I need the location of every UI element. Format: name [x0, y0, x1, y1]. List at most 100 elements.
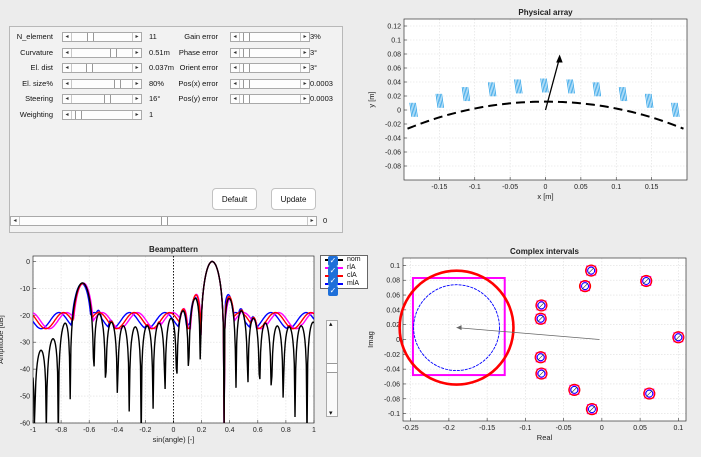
checkbox-rla[interactable]: ✓: [328, 266, 338, 276]
x-tick-label: -0.25: [403, 425, 419, 432]
control-label: Weighting: [19, 109, 53, 119]
slider-thumb[interactable]: [242, 64, 250, 72]
point-circle: [672, 331, 685, 344]
point-inner: [581, 282, 590, 291]
control-slider[interactable]: ◂ ▸: [62, 47, 142, 58]
slider-thumb[interactable]: [87, 33, 95, 41]
slider-left-arrow[interactable]: ◂: [231, 79, 240, 88]
slider-left-arrow[interactable]: ◂: [63, 33, 72, 41]
point-box: [535, 313, 546, 324]
slider-thumb[interactable]: [242, 33, 250, 41]
slider-left-arrow[interactable]: ◂: [63, 79, 72, 88]
control-slider[interactable]: ◂ ▸: [62, 78, 142, 89]
slider-thumb[interactable]: [242, 79, 250, 88]
slider-thumb[interactable]: [104, 95, 112, 103]
x-tick-label: -0.8: [55, 427, 67, 434]
slider-thumb[interactable]: [242, 95, 250, 103]
slider-right-arrow[interactable]: ▸: [300, 48, 309, 57]
point-circle: [578, 280, 592, 293]
legend-label: rlA: [347, 264, 356, 271]
scroll-up-arrow[interactable]: ▴: [329, 321, 333, 328]
element-beam: [567, 79, 571, 94]
slider-right-arrow[interactable]: ▸: [132, 79, 141, 88]
control-label: Orient error: [179, 63, 218, 72]
left-row: Steering ◂ ▸ 16°: [10, 93, 344, 105]
slider-left-arrow[interactable]: ◂: [63, 64, 72, 72]
element-beam: [490, 82, 494, 97]
control-label: Pos(x) error: [178, 78, 218, 88]
slider-thumb[interactable]: [242, 48, 250, 57]
point-inner: [537, 369, 546, 378]
element-beam: [516, 79, 520, 94]
point-box: [535, 352, 546, 363]
control-slider[interactable]: ◂ ▸: [230, 78, 310, 89]
point-circle: [643, 387, 656, 400]
slider-left-arrow[interactable]: ◂: [231, 48, 240, 57]
point-vector: [588, 405, 596, 413]
slider-right-arrow[interactable]: ▸: [300, 33, 309, 41]
control-slider[interactable]: ◂ ▸: [230, 63, 310, 73]
element-beam: [518, 79, 522, 94]
element-beam: [649, 93, 653, 108]
element-beam: [412, 102, 416, 117]
array-element: [671, 102, 680, 117]
control-slider[interactable]: ◂ ▸: [62, 63, 142, 73]
slider-right-arrow[interactable]: ▸: [307, 217, 316, 225]
slider-right-arrow[interactable]: ▸: [300, 64, 309, 72]
slider-left-arrow[interactable]: ◂: [63, 95, 72, 103]
element-beam: [436, 93, 440, 108]
slider-left-arrow[interactable]: ◂: [231, 64, 240, 72]
control-slider[interactable]: ◂ ▸: [230, 94, 310, 104]
control-slider[interactable]: ◂ ▸: [62, 94, 142, 104]
slider-right-arrow[interactable]: ▸: [132, 110, 141, 119]
y-tick-label: 0: [397, 108, 401, 115]
slider-right-arrow[interactable]: ▸: [132, 48, 141, 57]
element-beam: [439, 93, 443, 108]
array-element: [435, 93, 445, 108]
slider-thumb[interactable]: [74, 110, 82, 119]
update-button[interactable]: Update: [271, 188, 316, 210]
element-beam: [435, 93, 439, 108]
control-slider[interactable]: ◂ ▸: [62, 109, 142, 120]
scroll-thumb[interactable]: [327, 363, 337, 373]
control-slider[interactable]: ◂ ▸: [230, 32, 310, 42]
slider-thumb[interactable]: [85, 64, 93, 72]
element-beam: [620, 87, 624, 102]
y-tick-label: 0.1: [391, 38, 401, 45]
interval-point: [672, 331, 685, 344]
control-slider[interactable]: ◂ ▸: [230, 47, 310, 58]
slider-right-arrow[interactable]: ▸: [132, 64, 141, 72]
interval-point: [640, 274, 653, 288]
checkbox-nom[interactable]: ✓: [328, 256, 338, 266]
y-axis-label: Imag: [366, 331, 375, 348]
slider-left-arrow[interactable]: ◂: [231, 95, 240, 103]
slider-thumb[interactable]: [114, 79, 122, 88]
checkbox-mla[interactable]: ✓: [328, 286, 338, 296]
scroll-down-arrow[interactable]: ▾: [329, 410, 333, 417]
bottom-slider[interactable]: ◂ ▸: [10, 216, 317, 226]
slider-right-arrow[interactable]: ▸: [132, 95, 141, 103]
slider-thumb[interactable]: [109, 48, 117, 57]
control-label: Steering: [25, 94, 53, 103]
element-beam: [544, 78, 548, 93]
checkbox-cla[interactable]: ✓: [328, 276, 338, 286]
element-beam: [596, 82, 600, 97]
y-axis-label: y [m]: [367, 91, 376, 107]
slider-left-arrow[interactable]: ◂: [63, 110, 72, 119]
element-beam: [515, 79, 519, 94]
default-button[interactable]: Default: [212, 188, 257, 210]
control-value: 16°: [149, 94, 161, 103]
point-vector: [537, 315, 544, 322]
x-tick-label: 0.1: [611, 184, 621, 191]
point-inner: [537, 301, 546, 310]
slider-left-arrow[interactable]: ◂: [11, 217, 20, 225]
slider-left-arrow[interactable]: ◂: [231, 33, 240, 41]
slider-right-arrow[interactable]: ▸: [300, 95, 309, 103]
slider-right-arrow[interactable]: ▸: [132, 33, 141, 41]
control-slider[interactable]: ◂ ▸: [62, 32, 142, 42]
point-circle: [534, 351, 547, 364]
slider-right-arrow[interactable]: ▸: [300, 79, 309, 88]
slider-thumb[interactable]: [160, 217, 168, 225]
slider-left-arrow[interactable]: ◂: [63, 48, 72, 57]
vertical-scrollbar[interactable]: ▴ ▾: [326, 320, 338, 417]
